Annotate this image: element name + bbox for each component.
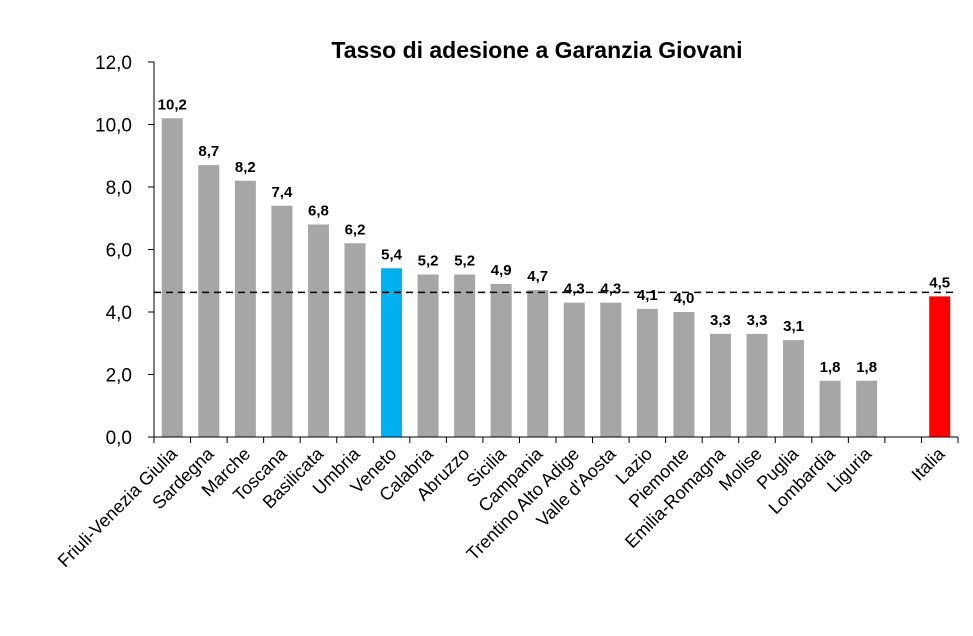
data-label: 4,0	[673, 290, 694, 307]
y-tick-label: 0,0	[106, 428, 132, 449]
bar	[563, 302, 585, 437]
y-axis: 0,0 2,0 4,0 6,0 8,0 10,0 12,0	[95, 53, 155, 449]
data-label: 4,1	[637, 287, 658, 304]
bar	[819, 380, 841, 437]
y-tick-label: 4,0	[106, 303, 132, 324]
data-label: 4,5	[929, 274, 950, 291]
bar	[783, 340, 805, 437]
bar	[600, 302, 622, 437]
bar	[929, 296, 951, 437]
data-label: 5,4	[381, 246, 403, 263]
bar	[344, 243, 366, 437]
data-label: 5,2	[418, 253, 439, 270]
category-label: Italia	[908, 443, 950, 485]
data-label: 4,3	[600, 281, 621, 298]
chart-title: Tasso di adesione a Garanzia Giovani	[331, 37, 742, 63]
bar	[709, 333, 731, 437]
data-label: 5,2	[454, 253, 475, 270]
y-tick-label: 8,0	[106, 178, 132, 199]
data-label: 6,2	[345, 221, 366, 238]
data-label: 3,1	[783, 318, 804, 335]
data-label: 4,7	[527, 268, 548, 285]
bar	[381, 268, 403, 437]
data-label: 1,8	[820, 359, 841, 376]
data-label: 10,2	[158, 96, 187, 113]
bar	[234, 180, 256, 437]
bar	[856, 380, 878, 437]
bar	[673, 312, 695, 437]
data-label: 4,9	[491, 262, 512, 279]
value-labels: 10,2 8,7 8,2 7,4 6,8 6,2 5,4 5,2 5,2 4,9 4,7 4,3 4,3…	[158, 96, 950, 376]
bar	[490, 283, 512, 437]
bar	[454, 274, 476, 437]
y-tick-label: 6,0	[106, 241, 132, 262]
bar	[307, 224, 329, 437]
data-label: 3,3	[747, 312, 768, 329]
data-label: 1,8	[856, 359, 877, 376]
data-label: 7,4	[271, 184, 293, 201]
bar	[198, 165, 220, 437]
bar	[271, 205, 293, 437]
bar	[417, 274, 439, 437]
data-label: 3,3	[710, 312, 731, 329]
data-label: 8,2	[235, 159, 256, 176]
data-label: 4,3	[564, 281, 585, 298]
data-label: 6,8	[308, 203, 329, 220]
x-axis	[153, 436, 959, 443]
category-labels: Friuli-Venezia GiuliaSardegnaMarcheTosca…	[54, 443, 949, 571]
bar	[636, 308, 658, 437]
bar	[161, 118, 183, 437]
data-label: 8,7	[198, 143, 219, 160]
y-tick-label: 10,0	[95, 116, 132, 137]
bar	[746, 333, 768, 437]
bar	[527, 290, 549, 437]
y-tick-label: 12,0	[95, 53, 132, 74]
y-tick-label: 2,0	[106, 366, 132, 387]
bars	[161, 118, 951, 437]
